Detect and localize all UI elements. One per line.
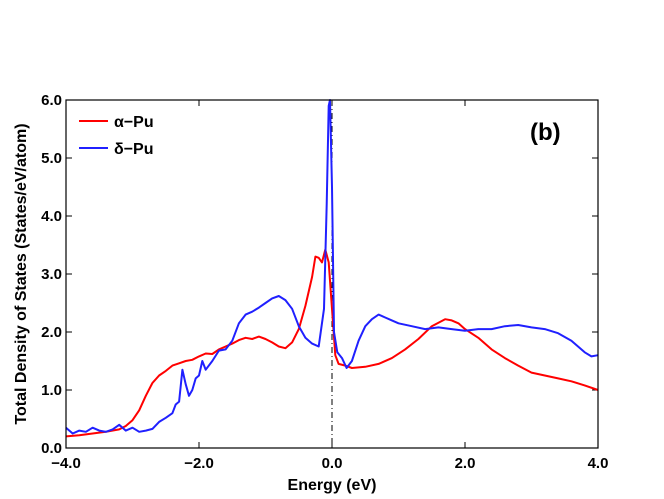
y-tick-label: 0.0 [41,440,62,457]
y-tick-label: 1.0 [41,382,62,399]
x-tick-label: 0.0 [322,455,343,472]
x-tick-label: −4.0 [51,455,81,472]
series-delta-pu-line [65,99,599,435]
y-tick-label: 3.0 [41,266,62,283]
plot-frame [65,99,599,449]
y-tick-label: 6.0 [41,92,62,109]
y-tick-label: 2.0 [41,324,62,341]
x-tick-label: 2.0 [455,455,476,472]
y-axis-title: Total Density of States (States/eV/atom) [13,123,30,424]
legend: α−Pu δ−Pu [79,114,154,158]
series-alpha-pu-line [65,248,599,438]
y-tick-label: 4.0 [41,208,62,225]
x-tick-label: −2.0 [184,455,214,472]
panel-label: (b) [530,119,561,146]
x-tick-label: 4.0 [588,455,609,472]
series-lines [65,99,599,438]
x-axis-ticks: −4.0 −2.0 0.0 2.0 4.0 [51,100,608,472]
legend-label-delta-pu: δ−Pu [114,141,154,158]
x-axis-title: Energy (eV) [288,477,377,494]
y-tick-label: 5.0 [41,150,62,167]
legend-label-alpha-pu: α−Pu [114,114,154,131]
